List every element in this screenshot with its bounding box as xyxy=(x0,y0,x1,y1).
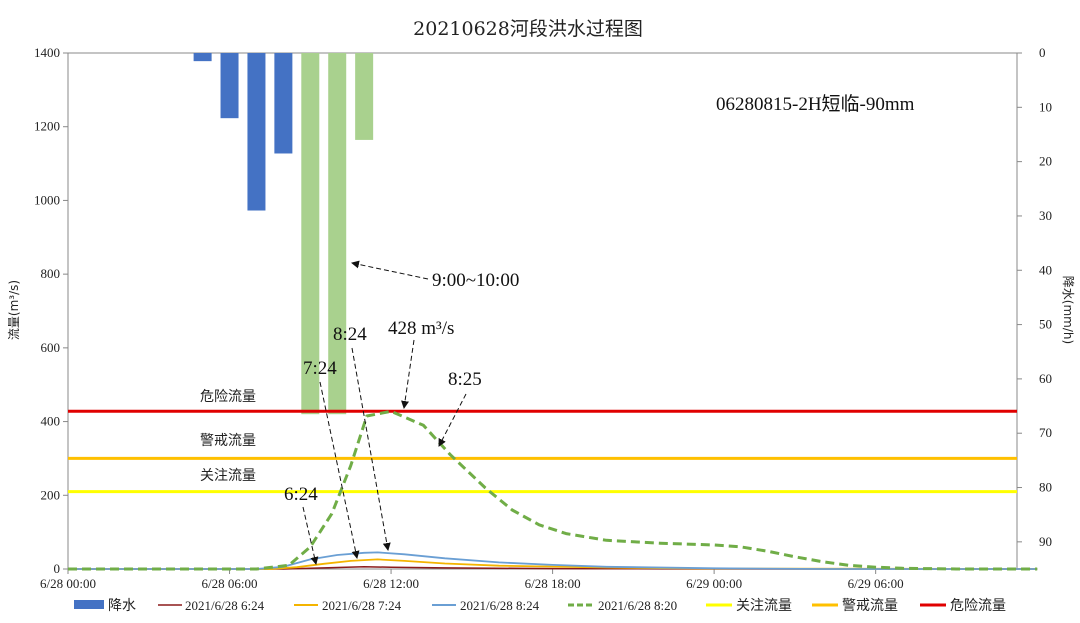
x-tick-label: 6/28 18:00 xyxy=(525,576,581,591)
flow-series xyxy=(68,409,1038,571)
x-tick-label: 6/29 06:00 xyxy=(848,576,904,591)
attention-label: 关注流量 xyxy=(200,468,256,484)
legend-label-series-624: 2021/6/28 6:24 xyxy=(185,598,265,613)
time-annotation-825: 8:25 xyxy=(448,369,482,390)
right-tick-label: 10 xyxy=(1039,99,1052,114)
legend-swatch-rain xyxy=(74,600,104,609)
legend-label-rain: 降水 xyxy=(108,598,136,614)
x-tick-label: 6/29 00:00 xyxy=(686,576,742,591)
left-tick-label: 800 xyxy=(41,266,61,281)
time-annotation-724: 7:24 xyxy=(303,358,337,379)
flow-series-line xyxy=(68,566,1038,570)
legend-label-series-824: 2021/6/28 8:24 xyxy=(460,598,540,613)
scenario-annotation: 06280815-2H短临-90mm xyxy=(716,93,915,115)
time-annotation-624: 6:24 xyxy=(284,484,318,505)
time-annotation-824: 8:24 xyxy=(333,324,367,345)
right-tick-label: 90 xyxy=(1039,534,1052,549)
x-tick-label: 6/28 00:00 xyxy=(40,576,96,591)
left-tick-label: 1000 xyxy=(34,192,60,207)
right-axis-label: 降水(mm/h) xyxy=(1061,276,1075,344)
left-tick-label: 600 xyxy=(41,340,61,355)
right-tick-label: 70 xyxy=(1039,425,1052,440)
flow-series-line xyxy=(68,409,1038,571)
arrow-peak xyxy=(401,339,415,409)
peak-annotation: 428 m³/s xyxy=(388,318,454,339)
chart-title: 20210628河段洪水过程图 xyxy=(413,18,643,40)
rainfall-bar xyxy=(274,53,293,154)
legend-label-attention: 关注流量 xyxy=(736,598,792,614)
right-tick-label: 40 xyxy=(1039,262,1052,277)
rainfall-bar xyxy=(301,53,320,415)
arrow-824 xyxy=(351,347,391,551)
annotation-arrows xyxy=(302,260,467,565)
left-tick-label: 1200 xyxy=(34,119,60,134)
legend: 降水 2021/6/28 6:24 2021/6/28 7:24 2021/6/… xyxy=(74,598,1006,614)
threshold-lines xyxy=(68,409,1017,494)
x-tick-label: 6/28 12:00 xyxy=(363,576,419,591)
rainfall-bar xyxy=(328,53,347,415)
right-tick-label: 20 xyxy=(1039,154,1052,169)
x-axis: 6/28 00:00 6/28 06:00 6/28 12:00 6/28 18:00… xyxy=(40,52,1017,591)
arrow-rain-window xyxy=(351,260,429,280)
rainfall-bar xyxy=(355,53,374,140)
left-tick-label: 200 xyxy=(41,487,61,502)
flow-series-line xyxy=(68,551,1038,570)
rainfall-bar xyxy=(193,53,212,62)
left-tick-label: 400 xyxy=(41,414,61,429)
rainfall-bars xyxy=(193,53,374,415)
left-tick-label: 1400 xyxy=(34,45,60,60)
right-tick-label: 50 xyxy=(1039,317,1052,332)
legend-label-series-724: 2021/6/28 7:24 xyxy=(322,598,402,613)
warning-label: 警戒流量 xyxy=(200,433,256,449)
rainfall-bar xyxy=(220,53,239,119)
legend-label-warning: 警戒流量 xyxy=(842,598,898,614)
right-tick-label: 60 xyxy=(1039,371,1052,386)
legend-label-series-820: 2021/6/28 8:20 xyxy=(598,598,677,613)
legend-label-danger: 危险流量 xyxy=(950,598,1006,614)
arrow-825 xyxy=(438,393,467,447)
left-axis-label: 流量(m³/s) xyxy=(7,280,21,340)
right-tick-label: 0 xyxy=(1039,45,1046,60)
rain-window-annotation: 9:00~10:00 xyxy=(432,270,519,291)
danger-label: 危险流量 xyxy=(200,389,256,405)
left-tick-label: 0 xyxy=(54,561,61,576)
rainfall-bar xyxy=(247,53,266,211)
arrow-624 xyxy=(302,506,319,565)
right-tick-label: 30 xyxy=(1039,208,1052,223)
arrow-724 xyxy=(319,381,360,559)
right-y-axis: 0 10 20 30 40 50 60 70 80 90 xyxy=(1016,45,1052,569)
left-y-axis: 0 200 400 600 800 1000 1200 1400 xyxy=(34,45,69,576)
x-tick-label: 6/28 06:00 xyxy=(202,576,258,591)
right-tick-label: 80 xyxy=(1039,480,1052,495)
